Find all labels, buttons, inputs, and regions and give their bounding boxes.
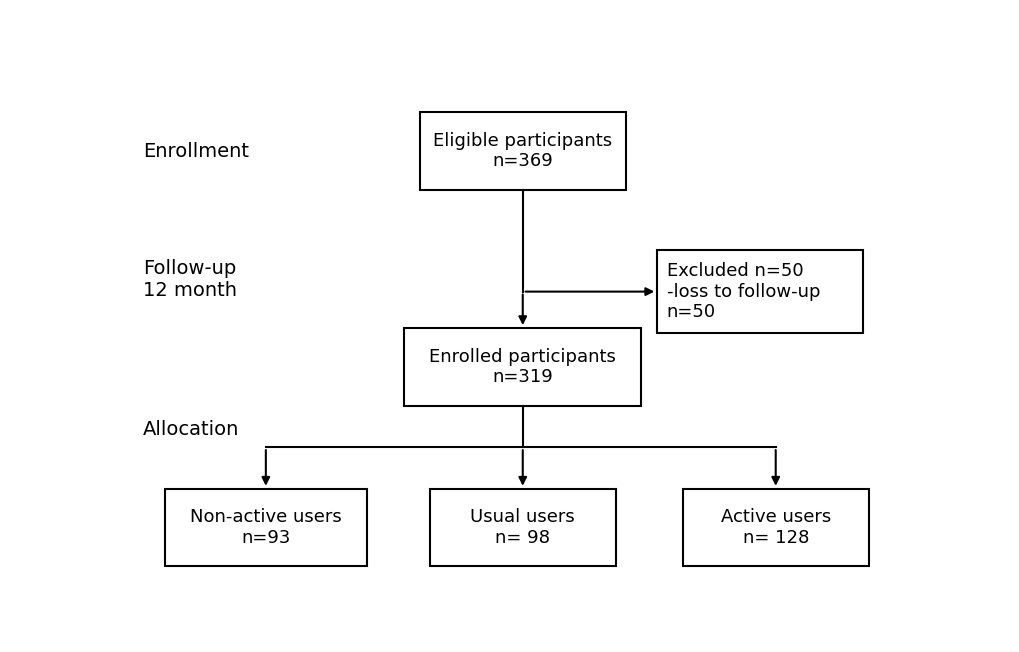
Text: Enrolled participants
n=319: Enrolled participants n=319: [429, 348, 615, 387]
Bar: [656, 250, 862, 333]
Bar: [420, 112, 625, 190]
Text: Usual users
n= 98: Usual users n= 98: [470, 508, 575, 547]
Text: Excluded n=50
-loss to follow-up
n=50: Excluded n=50 -loss to follow-up n=50: [666, 262, 819, 321]
Text: Non-active users
n=93: Non-active users n=93: [190, 508, 341, 547]
Bar: [404, 328, 641, 406]
Text: Follow-up
12 month: Follow-up 12 month: [143, 259, 237, 299]
Bar: [429, 488, 615, 567]
Text: Active users
n= 128: Active users n= 128: [719, 508, 830, 547]
Text: Enrollment: Enrollment: [143, 141, 249, 160]
Text: Allocation: Allocation: [143, 420, 239, 439]
Text: Eligible participants
n=369: Eligible participants n=369: [433, 132, 611, 170]
Bar: [682, 488, 868, 567]
Bar: [165, 488, 366, 567]
